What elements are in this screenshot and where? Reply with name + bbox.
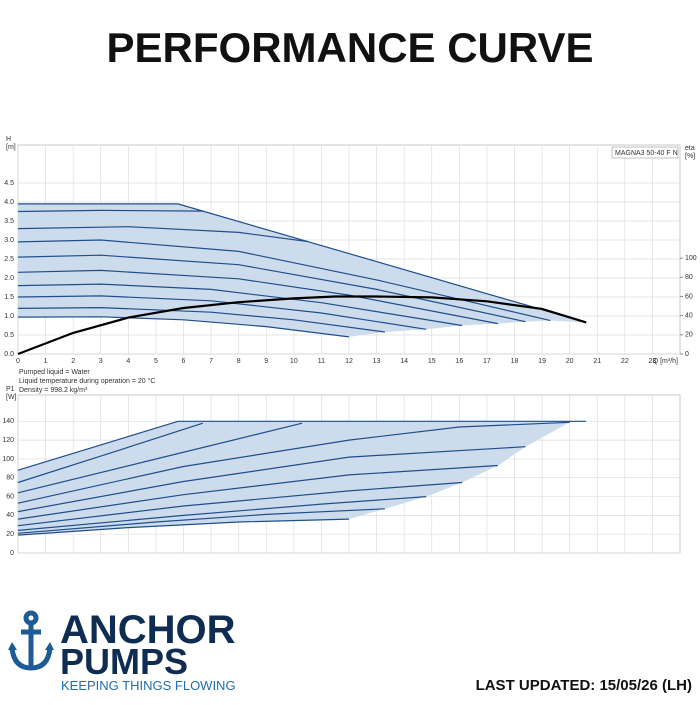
x-tick-label: 7 xyxy=(209,358,213,365)
x-tick-label: 15 xyxy=(428,358,436,365)
x-tick-label: 22 xyxy=(621,358,629,365)
y-tick-label: 3.0 xyxy=(4,237,14,244)
model-label: MAGNA3 50-40 F N xyxy=(615,150,678,157)
curve xyxy=(17,464,498,520)
curve xyxy=(17,496,427,531)
last-updated: LAST UPDATED: 15/05/26 (LH) xyxy=(476,677,692,694)
x-tick-label: 13 xyxy=(373,358,381,365)
curve xyxy=(17,508,385,534)
y-tick-label: 140 xyxy=(2,418,14,425)
curve xyxy=(17,422,203,484)
logo-icon xyxy=(9,610,53,671)
y-tick-label: 1.5 xyxy=(4,294,14,301)
x-tick-label: 18 xyxy=(511,358,519,365)
y2-axis-label: eta xyxy=(685,145,695,152)
y-axis-label: H xyxy=(6,136,11,143)
y-tick-label: 40 xyxy=(6,512,14,519)
x-tick-label: 0 xyxy=(16,358,20,365)
x-tick-label: 9 xyxy=(264,358,268,365)
logo-tagline: KEEPING THINGS FLOWING xyxy=(61,678,236,693)
curve xyxy=(17,518,350,536)
model-box xyxy=(611,146,679,159)
operating-area xyxy=(18,421,587,536)
y-tick-label: 100 xyxy=(2,456,14,463)
y-tick-label: 0 xyxy=(10,550,14,557)
x-tick-label: 2 xyxy=(71,358,75,365)
efficiency-curve xyxy=(17,295,587,356)
note: Liquid temperature during operation = 20… xyxy=(19,377,155,385)
logo-icon-tips xyxy=(8,642,54,650)
x-tick-label: 12 xyxy=(345,358,353,365)
y2-tick-label: 0 xyxy=(685,351,689,358)
x-tick-label: 8 xyxy=(237,358,241,365)
y2-tick-label: 40 xyxy=(685,312,693,319)
y-tick-label: 3.5 xyxy=(4,218,14,225)
x-tick-label: 21 xyxy=(593,358,601,365)
y-tick-label: 60 xyxy=(6,493,14,500)
y-axis-label: P1 xyxy=(6,386,15,393)
curve xyxy=(17,306,385,333)
curve xyxy=(18,203,587,324)
x-tick-label: 19 xyxy=(538,358,546,365)
y-tick-label: 1.0 xyxy=(4,313,14,320)
y-tick-label: 80 xyxy=(6,475,14,482)
x-tick-label: 4 xyxy=(126,358,130,365)
logo-line1: ANCHOR xyxy=(60,608,236,652)
x-tick-label: 1 xyxy=(44,358,48,365)
curve xyxy=(17,283,463,327)
y-tick-label: 0.0 xyxy=(4,351,14,358)
y-tick-label: 0.5 xyxy=(4,332,14,339)
note: Pumped liquid = Water xyxy=(19,369,90,376)
curve xyxy=(17,239,551,322)
x-tick-label: 6 xyxy=(182,358,186,365)
y-tick-label: 2.0 xyxy=(4,275,14,282)
curve xyxy=(17,226,308,243)
y2-tick-label: 60 xyxy=(685,293,693,300)
x-tick-label: 11 xyxy=(318,358,325,365)
curve xyxy=(17,316,350,338)
y-axis-label: [m] xyxy=(6,144,16,151)
x-axis-label: Q [m³/h] xyxy=(653,358,678,365)
curve xyxy=(17,420,587,471)
logo-line2: PUMPS xyxy=(60,641,188,682)
note: Density = 998.2 kg/m³ xyxy=(19,387,88,394)
y-tick-label: 20 xyxy=(6,531,14,538)
curve xyxy=(17,269,499,325)
y2-tick-label: 100 xyxy=(685,255,697,262)
y-tick-label: 120 xyxy=(2,437,14,444)
curve xyxy=(17,295,427,330)
x-tick-label: 14 xyxy=(400,358,408,365)
curve xyxy=(17,481,463,527)
y2-tick-label: 80 xyxy=(685,274,693,281)
y2-tick-label: 20 xyxy=(685,332,693,339)
x-tick-label: 17 xyxy=(483,358,491,365)
y-tick-label: 2.5 xyxy=(4,256,14,263)
x-tick-label: 10 xyxy=(290,358,298,365)
x-tick-label: 20 xyxy=(566,358,574,365)
curve xyxy=(17,209,203,213)
x-tick-label: 23 xyxy=(649,358,657,365)
curve xyxy=(17,254,526,323)
y-axis-label: [W] xyxy=(6,394,17,401)
curve xyxy=(17,421,570,504)
x-tick-label: 5 xyxy=(154,358,158,365)
x-tick-label: 3 xyxy=(99,358,103,365)
y-tick-label: 4.5 xyxy=(4,180,14,187)
page-title: PERFORMANCE CURVE xyxy=(107,24,594,71)
curve xyxy=(17,422,303,494)
x-tick-label: 16 xyxy=(455,358,463,365)
curve xyxy=(17,446,526,513)
y-tick-label: 4.0 xyxy=(4,199,14,206)
y2-axis-label: [%] xyxy=(685,153,695,160)
